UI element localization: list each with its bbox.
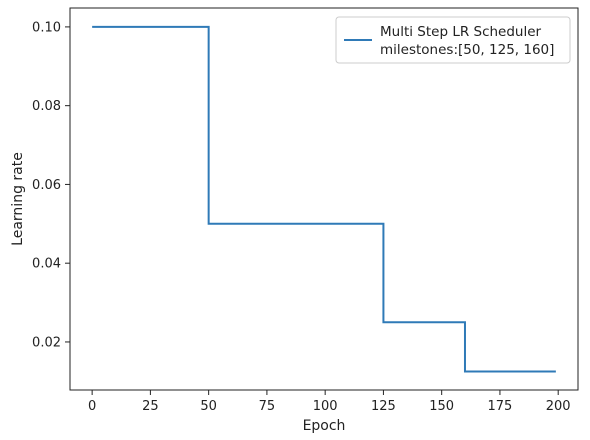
- x-tick-label: 50: [200, 399, 217, 414]
- lr-step-line: [92, 25, 556, 373]
- y-tick-label: 0.06: [32, 178, 61, 193]
- axes-frame: [69, 7, 579, 391]
- series-layer: [92, 25, 556, 373]
- x-tick-label: 100: [313, 399, 338, 414]
- plot-area: [69, 7, 579, 391]
- legend-label-line-1: Multi Step LR Scheduler: [380, 24, 542, 40]
- x-axis-label: Epoch: [303, 418, 346, 434]
- x-tick-label: 25: [142, 399, 159, 414]
- y-axis-label: Learning rate: [10, 152, 26, 246]
- x-tick-label: 200: [546, 399, 571, 414]
- y-tick-label: 0.04: [32, 257, 61, 272]
- x-tick-label: 75: [259, 399, 276, 414]
- y-tick-label: 0.02: [32, 335, 61, 350]
- x-tick-label: 0: [88, 399, 96, 414]
- x-tick-label: 150: [429, 399, 454, 414]
- legend-label-line-2: milestones:[50, 125, 160]: [380, 42, 554, 58]
- y-tick-label: 0.10: [32, 20, 61, 35]
- legend-box: [335, 16, 571, 64]
- x-tick-label: 175: [488, 399, 513, 414]
- x-tick-label: 125: [371, 399, 396, 414]
- legend: Multi Step LR Scheduler milestones:[50, …: [335, 16, 571, 64]
- y-tick-label: 0.08: [32, 99, 61, 114]
- y-axis-ticks: 0.02 0.04 0.06 0.08 0.10: [32, 20, 70, 350]
- x-axis-ticks: 0 25 50 75 100 125 150 175 200: [88, 390, 571, 414]
